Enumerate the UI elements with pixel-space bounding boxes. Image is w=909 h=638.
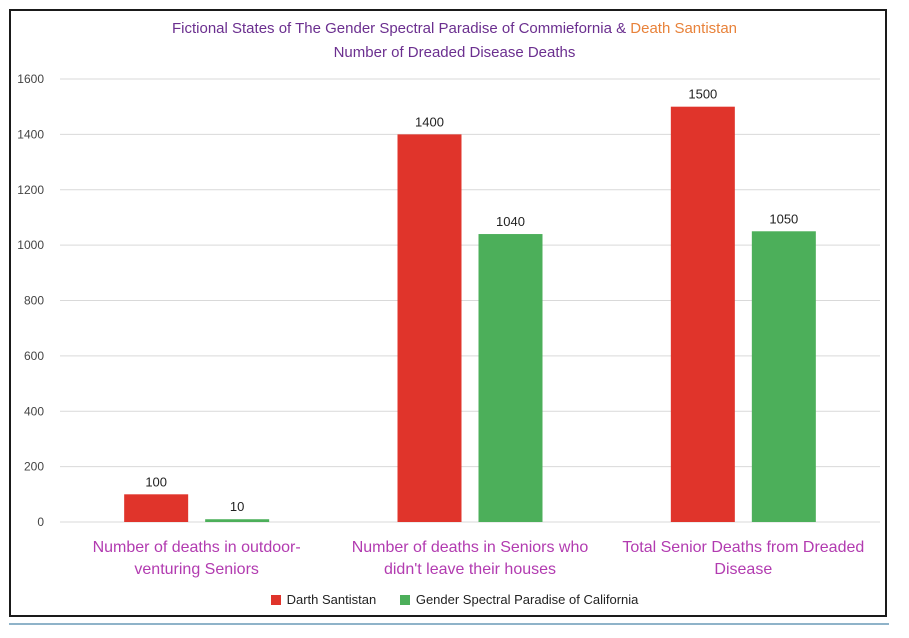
x-category-label-line: Number of deaths in Seniors who [351, 539, 589, 556]
bar [478, 234, 543, 523]
y-tick-label: 400 [24, 404, 44, 418]
data-label: 1500 [688, 87, 717, 102]
legend-item-series-1: Darth Santistan [270, 592, 377, 607]
x-category-label-line: Disease [714, 561, 773, 578]
legend-label-series-2: Gender Spectral Paradise of California [415, 592, 639, 607]
bar [397, 134, 462, 522]
chart-title-line1: Fictional States of The Gender Spectral … [0, 20, 909, 37]
bar [124, 494, 189, 522]
chart-title-line2: Number of Dreaded Disease Deaths [333, 44, 576, 61]
bar [205, 519, 270, 522]
data-label: 1040 [496, 214, 525, 229]
x-category-label: Number of deaths in outdoor-venturing Se… [57, 537, 337, 581]
legend-swatch-red [270, 595, 281, 605]
y-tick-label: 1000 [17, 238, 44, 252]
data-label: 100 [145, 474, 167, 489]
y-tick-label: 1400 [17, 127, 44, 141]
x-category-label: Total Senior Deaths from Dreaded Disease [603, 537, 883, 581]
chart-title-part-a: Fictional States of The Gender Spectral … [171, 20, 519, 37]
legend-item-series-2: Gender Spectral Paradise of California [399, 592, 639, 607]
y-tick-label: 800 [24, 294, 44, 308]
y-tick-label: 200 [24, 460, 44, 474]
data-label: 10 [230, 499, 244, 514]
chart-title-part-b: Commiefornia & [518, 20, 631, 37]
y-tick-label: 1600 [17, 72, 44, 86]
data-label: 1400 [415, 114, 444, 129]
bar [751, 231, 816, 522]
data-label: 1050 [769, 211, 798, 226]
legend-label-series-1: Darth Santistan [286, 592, 377, 607]
x-category-label-line: didn't leave their houses [383, 561, 557, 578]
chart-title-part-c: Death Santistan [630, 20, 738, 37]
y-tick-label: 1200 [17, 183, 44, 197]
legend: Darth Santistan Gender Spectral Paradise… [0, 592, 909, 607]
x-category-label: Number of deaths in Seniors who didn't le… [330, 537, 610, 581]
x-category-label-line: Number of deaths in outdoor- [92, 539, 301, 556]
y-tick-label: 0 [37, 515, 44, 529]
x-category-label-line: Total Senior Deaths from Dreaded [622, 539, 865, 556]
legend-swatch-green [399, 595, 410, 605]
bar [670, 106, 735, 522]
bottom-rule [9, 623, 889, 625]
y-tick-label: 600 [24, 349, 44, 363]
x-category-label-line: venturing Seniors [134, 561, 259, 578]
